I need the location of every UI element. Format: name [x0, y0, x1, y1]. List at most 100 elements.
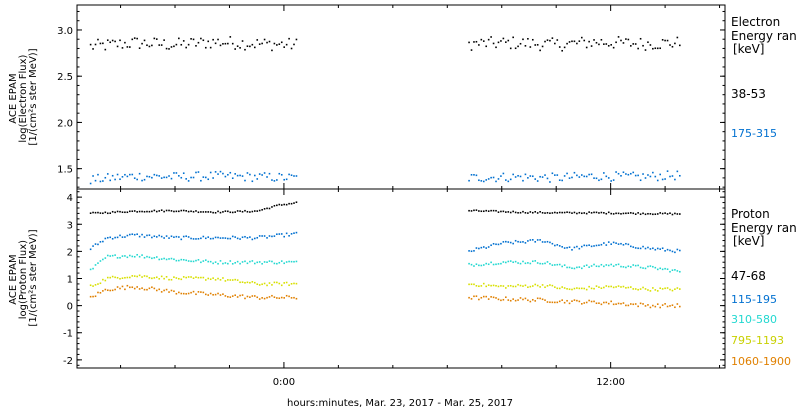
proton-data-point: [502, 298, 505, 301]
electron-data-point: [288, 37, 290, 40]
electron-series-38-53: [89, 36, 681, 52]
proton-data-point: [131, 286, 134, 289]
proton-data-point: [561, 299, 563, 301]
proton-data-point: [617, 302, 620, 305]
proton-data-point: [200, 237, 202, 240]
electron-data-point: [598, 179, 600, 182]
proton-data-point: [111, 275, 114, 278]
electron-data-point: [522, 179, 524, 182]
proton-data-point: [544, 299, 546, 301]
proton-data-point: [119, 256, 121, 259]
electron-data-point: [165, 47, 168, 50]
proton-data-point: [92, 295, 94, 298]
proton-data-point: [246, 295, 249, 298]
proton-data-point: [576, 299, 578, 302]
proton-data-point: [121, 285, 124, 288]
proton-data-point: [111, 210, 114, 213]
proton-data-point: [151, 277, 153, 280]
proton-data-point: [607, 302, 610, 305]
proton-data-point: [558, 245, 561, 247]
proton-data-point: [603, 286, 605, 289]
proton-data-point: [119, 287, 121, 290]
proton-data-point: [556, 287, 559, 290]
proton-data-point: [554, 286, 556, 288]
proton-data-point: [485, 247, 488, 249]
electron-data-point: [519, 175, 522, 178]
proton-data-point: [495, 243, 497, 246]
proton-data-point: [549, 212, 551, 215]
proton-data-point: [126, 256, 129, 259]
proton-data-point: [141, 276, 143, 278]
proton-data-point: [622, 212, 625, 215]
proton-data-point: [482, 246, 485, 248]
proton-data-point: [244, 235, 246, 238]
proton-data-point: [227, 279, 229, 281]
proton-data-point: [285, 261, 288, 263]
proton-data-point: [94, 284, 97, 286]
proton-data-point: [637, 305, 639, 308]
proton-data-point: [212, 211, 214, 214]
electron-data-point: [551, 37, 554, 39]
electron-data-point: [632, 171, 635, 174]
proton-data-point: [293, 296, 295, 299]
proton-data-point: [622, 302, 625, 304]
proton-data-point: [517, 283, 519, 286]
proton-data-point: [647, 265, 649, 268]
proton-data-point: [111, 237, 114, 240]
electron-data-point: [512, 36, 514, 39]
electron-data-point: [251, 43, 254, 46]
electron-data-point: [182, 172, 185, 175]
proton-data-point: [207, 236, 210, 238]
proton-data-point: [124, 211, 126, 214]
electron-y-axis-label: ACE EPAM log(Electron Flux) [1/(cm²s ste…: [8, 48, 39, 145]
proton-data-point: [568, 246, 571, 249]
proton-data-point: [209, 292, 212, 295]
electron-data-point: [671, 175, 674, 177]
proton-data-point: [271, 235, 273, 238]
electron-data-points: [89, 36, 681, 185]
proton-data-point: [288, 202, 290, 205]
electron-data-point: [209, 171, 212, 174]
proton-data-point: [563, 211, 566, 214]
proton-data-point: [556, 301, 559, 304]
proton-data-point: [92, 211, 94, 214]
proton-data-point: [580, 212, 583, 215]
electron-data-point: [605, 43, 608, 45]
proton-data-point: [212, 294, 214, 296]
proton-data-point: [251, 281, 254, 283]
proton-data-point: [185, 235, 187, 237]
proton-data-point: [116, 210, 119, 213]
proton-data-point: [271, 284, 273, 286]
proton-data-point: [180, 238, 183, 241]
electron-data-point: [505, 179, 507, 181]
proton-data-point: [293, 282, 295, 285]
electron-data-point: [637, 174, 639, 177]
proton-data-point: [151, 286, 153, 289]
proton-data-point: [571, 288, 573, 291]
proton-data-points: [89, 201, 681, 309]
proton-data-point: [116, 286, 119, 288]
proton-data-point: [632, 303, 635, 306]
electron-data-point: [234, 48, 236, 50]
electron-data-point: [222, 172, 224, 175]
proton-data-point: [222, 237, 224, 239]
electron-data-point: [490, 36, 492, 38]
proton-data-point: [202, 276, 205, 279]
proton-data-point: [666, 248, 669, 251]
electron-data-point: [652, 171, 654, 174]
electron-data-point: [202, 39, 205, 42]
proton-data-point: [168, 291, 170, 293]
proton-data-point: [285, 294, 288, 297]
proton-data-point: [495, 209, 497, 212]
proton-data-point: [625, 212, 627, 215]
proton-data-point: [612, 213, 615, 215]
proton-data-point: [661, 212, 664, 215]
proton-data-point: [244, 209, 246, 212]
proton-data-point: [185, 293, 187, 295]
proton-data-point: [519, 297, 522, 299]
proton-data-point: [585, 288, 588, 291]
proton-data-point: [202, 260, 205, 262]
proton-data-point: [295, 260, 298, 263]
